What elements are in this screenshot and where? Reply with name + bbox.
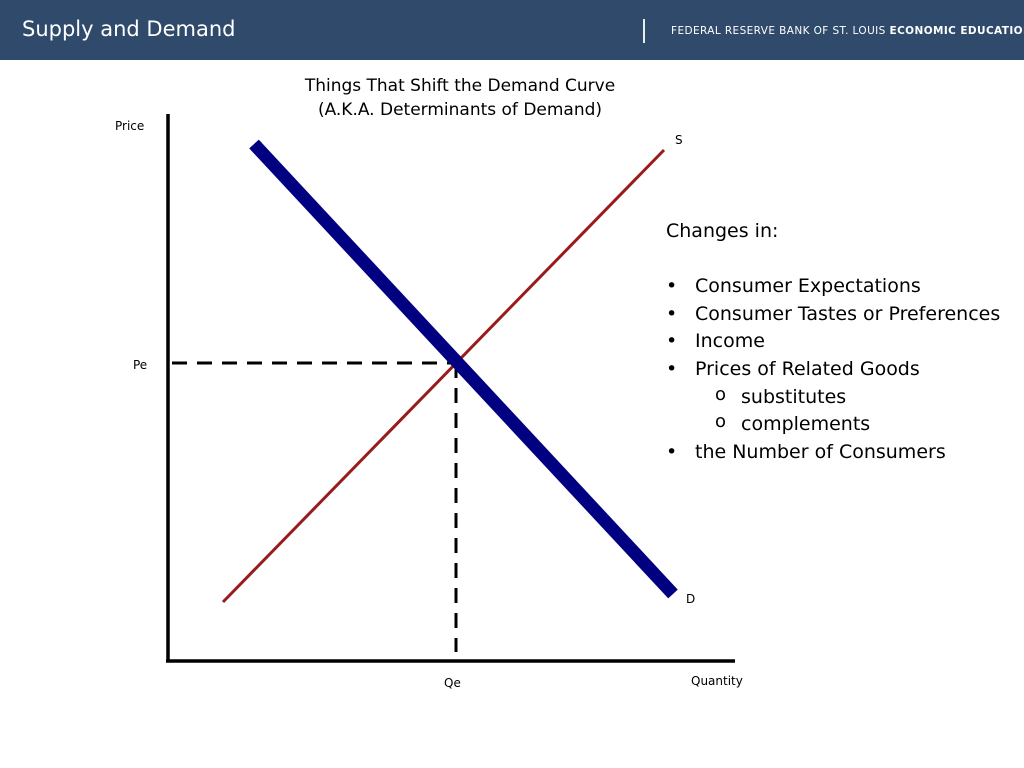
determinant-text: Consumer Expectations: [695, 275, 921, 298]
determinants-panel: Changes in: • Consumer Expectations • Consu…: [666, 218, 1016, 466]
demand-label: D: [686, 592, 695, 606]
bullet-icon: •: [666, 357, 678, 380]
demand-curve: [249, 139, 678, 599]
bullet-icon: •: [666, 302, 678, 325]
determinant-text: the Number of Consumers: [695, 440, 946, 463]
org-logo-text: FEDERAL RESERVE BANK OF ST. LOUIS ECONOM…: [671, 25, 1024, 37]
diagram-title-line1: Things That Shift the Demand Curve: [304, 76, 616, 96]
determinant-item: • Consumer Expectations: [666, 273, 1016, 301]
slide-title: Supply and Demand: [22, 17, 236, 41]
sub-determinant-item: o substitutes: [695, 384, 1016, 412]
bullet-icon: •: [666, 275, 678, 298]
sub-determinant-text: complements: [741, 413, 871, 436]
determinants-list: • Consumer Expectations • Consumer Tastes o…: [666, 273, 1016, 466]
sub-determinant-text: substitutes: [741, 385, 847, 408]
determinant-item: • Prices of Related Goods o substitutes o com…: [666, 356, 1016, 439]
diagram-title-line2: (A.K.A. Determinants of Demand): [317, 100, 603, 120]
y-axis-label: Price: [115, 119, 144, 133]
supply-label: S: [675, 133, 683, 147]
supply-curve: [221, 148, 666, 604]
diagram-title: Things That Shift the Demand Curve (A.K.…: [240, 74, 680, 122]
determinant-text: Consumer Tastes or Preferences: [695, 302, 1001, 325]
determinant-item: • Consumer Tastes or Preferences: [666, 301, 1016, 329]
sub-determinants-list: o substitutes o complements: [695, 384, 1016, 439]
x-axis-label: Quantity: [691, 674, 743, 688]
sub-determinant-item: o complements: [695, 411, 1016, 439]
header-divider: [643, 19, 645, 43]
sub-bullet-icon: o: [715, 411, 727, 433]
bullet-icon: •: [666, 330, 678, 353]
determinants-heading: Changes in:: [666, 220, 779, 242]
org-name: FEDERAL RESERVE BANK OF ST. LOUIS: [671, 25, 886, 37]
header-bar: Supply and Demand FEDERAL RESERVE BANK O…: [0, 0, 1024, 60]
determinant-item: • Income: [666, 328, 1016, 356]
determinant-text: Income: [695, 330, 765, 353]
org-department: ECONOMIC EDUCATION: [889, 25, 1024, 37]
quantity-equilibrium-label: Qe: [444, 676, 461, 690]
determinant-item: • the Number of Consumers: [666, 439, 1016, 467]
bullet-icon: •: [666, 440, 678, 463]
price-equilibrium-label: Pe: [133, 358, 147, 372]
determinant-text: Prices of Related Goods: [695, 357, 920, 380]
sub-bullet-icon: o: [715, 383, 727, 405]
